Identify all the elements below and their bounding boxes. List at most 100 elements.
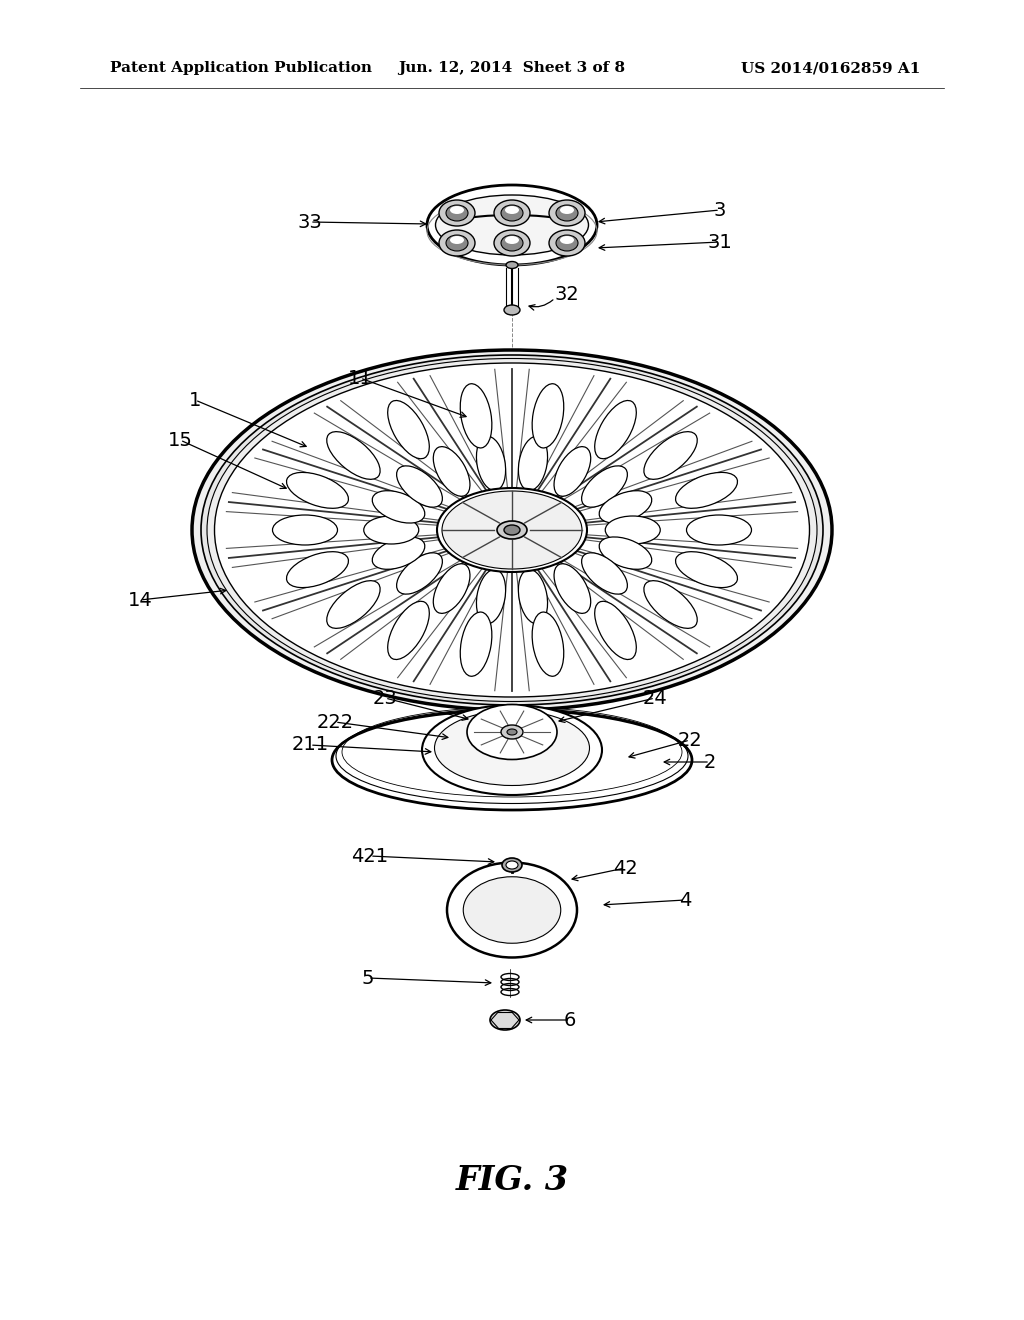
Ellipse shape [460,612,492,676]
Text: 32: 32 [555,285,580,305]
Ellipse shape [554,446,591,496]
Ellipse shape [388,400,429,459]
Ellipse shape [599,491,651,523]
FancyArrowPatch shape [529,300,553,310]
Ellipse shape [433,564,470,614]
Ellipse shape [599,537,651,569]
Ellipse shape [476,436,506,491]
Ellipse shape [518,569,548,624]
Ellipse shape [595,400,636,459]
Ellipse shape [506,261,518,268]
Ellipse shape [287,473,348,508]
Text: 15: 15 [168,430,193,450]
Ellipse shape [272,515,338,545]
Text: 31: 31 [708,232,732,252]
Ellipse shape [388,602,429,660]
Text: 5: 5 [361,969,374,987]
Ellipse shape [549,201,585,226]
Ellipse shape [463,876,561,944]
Text: 6: 6 [564,1011,577,1030]
Ellipse shape [433,446,470,496]
Ellipse shape [442,491,582,569]
Ellipse shape [476,569,506,624]
Ellipse shape [327,581,380,628]
Text: 4: 4 [679,891,691,909]
Ellipse shape [505,206,519,214]
Ellipse shape [556,205,578,220]
Text: 2: 2 [703,752,716,771]
Ellipse shape [502,858,522,873]
Ellipse shape [556,235,578,251]
Ellipse shape [439,201,475,226]
Ellipse shape [494,201,530,226]
Ellipse shape [287,552,348,587]
Ellipse shape [396,466,442,507]
Text: Patent Application Publication: Patent Application Publication [110,61,372,75]
Ellipse shape [560,206,574,214]
Ellipse shape [427,185,597,265]
Ellipse shape [504,525,520,535]
Ellipse shape [582,466,628,507]
Text: FIG. 3: FIG. 3 [456,1163,568,1196]
Ellipse shape [644,581,697,628]
Ellipse shape [214,363,810,697]
Ellipse shape [373,491,425,523]
Text: 22: 22 [678,730,702,750]
Ellipse shape [490,1010,520,1030]
Ellipse shape [467,705,557,759]
Ellipse shape [332,710,692,810]
Ellipse shape [501,235,523,251]
Ellipse shape [554,564,591,614]
Text: 3: 3 [714,201,726,219]
Ellipse shape [435,195,589,255]
Ellipse shape [505,236,519,244]
Ellipse shape [504,305,520,315]
Ellipse shape [595,602,636,660]
Ellipse shape [422,705,602,795]
Ellipse shape [364,516,419,544]
Text: Jun. 12, 2014  Sheet 3 of 8: Jun. 12, 2014 Sheet 3 of 8 [398,61,626,75]
Ellipse shape [676,552,737,587]
Text: 1: 1 [188,391,201,409]
Ellipse shape [497,521,527,539]
Ellipse shape [676,473,737,508]
Ellipse shape [460,384,492,447]
Ellipse shape [686,515,752,545]
Ellipse shape [450,206,464,214]
Text: 211: 211 [292,735,329,755]
Ellipse shape [446,235,468,251]
Ellipse shape [450,236,464,244]
Ellipse shape [396,553,442,594]
Ellipse shape [434,710,590,785]
Ellipse shape [501,205,523,220]
Ellipse shape [644,432,697,479]
Text: 33: 33 [298,213,323,231]
Ellipse shape [327,432,380,479]
Text: 421: 421 [351,846,388,866]
Text: 11: 11 [347,368,373,388]
Ellipse shape [518,436,548,491]
Ellipse shape [506,861,518,869]
Ellipse shape [447,862,577,957]
Ellipse shape [582,553,628,594]
Ellipse shape [494,230,530,256]
Ellipse shape [532,384,564,447]
Text: 14: 14 [128,590,153,610]
Ellipse shape [207,359,817,701]
Ellipse shape [446,205,468,220]
Ellipse shape [437,488,587,572]
Ellipse shape [439,230,475,256]
Ellipse shape [560,236,574,244]
Ellipse shape [507,729,517,735]
Ellipse shape [549,230,585,256]
Text: 42: 42 [612,858,637,878]
Ellipse shape [201,355,823,705]
Text: 23: 23 [373,689,397,708]
Text: 24: 24 [643,689,668,708]
Ellipse shape [605,516,660,544]
Ellipse shape [532,612,564,676]
Ellipse shape [193,350,831,710]
Text: 222: 222 [316,713,353,731]
Ellipse shape [373,537,425,569]
Ellipse shape [501,725,523,739]
